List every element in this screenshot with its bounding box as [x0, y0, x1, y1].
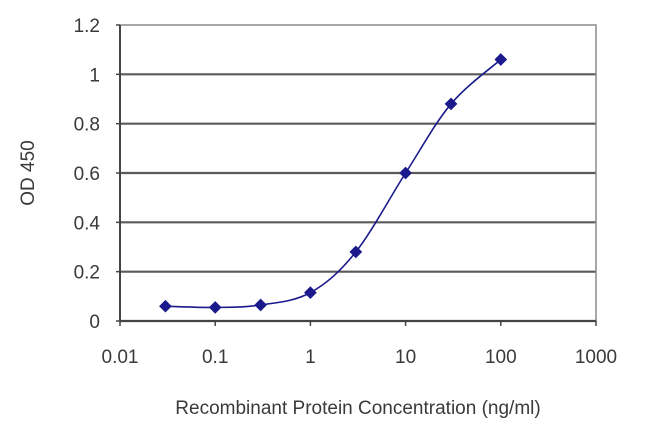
series-line [165, 58, 502, 309]
y-tick-label: 0 [89, 312, 100, 333]
x-tick-label: 1000 [575, 347, 617, 368]
data-point-markers [159, 53, 508, 314]
diamond-marker-icon [304, 286, 317, 299]
y-tick-label: 0.4 [74, 213, 101, 234]
axes [116, 24, 597, 326]
x-axis-tick-labels: 0.01 0.1 1 10 100 1000 [102, 347, 618, 368]
diamond-marker-icon [444, 97, 458, 111]
diamond-marker-icon [494, 53, 508, 66]
x-tick-label: 100 [485, 347, 517, 368]
y-tick-label: 1.2 [74, 16, 100, 37]
diamond-marker-icon [159, 299, 172, 313]
y-axis-tick-labels: 0 0.2 0.4 0.6 0.8 1 1.2 [74, 16, 101, 333]
horizontal-gridlines [120, 73, 596, 273]
diamond-marker-icon [254, 298, 267, 312]
x-axis-title: Recombinant Protein Concentration (ng/ml… [175, 398, 540, 419]
diamond-marker-icon [399, 166, 412, 180]
x-tick-label: 0.1 [202, 347, 228, 368]
y-tick-label: 0.2 [74, 263, 100, 284]
x-tick-label: 10 [395, 347, 416, 368]
x-tick-label: 0.01 [102, 347, 139, 368]
x-tick-label: 1 [305, 347, 316, 368]
diamond-marker-icon [208, 301, 222, 314]
y-axis-title: OD 450 [18, 140, 39, 205]
y-tick-label: 0.8 [74, 115, 100, 136]
y-tick-label: 1 [89, 65, 100, 86]
diamond-marker-icon [349, 245, 363, 259]
y-tick-label: 0.6 [74, 164, 100, 185]
